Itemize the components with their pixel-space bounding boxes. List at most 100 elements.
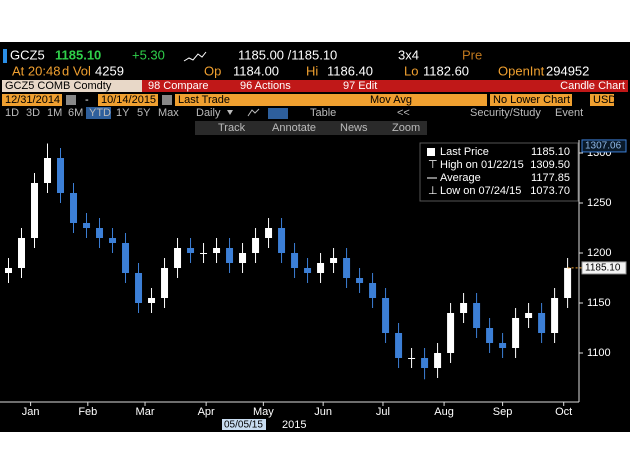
input[interactable] [2, 94, 62, 106]
candle-body [330, 258, 338, 263]
axis-tag [581, 139, 627, 153]
high: 1186.40 [327, 63, 373, 78]
period-tab[interactable]: 5Y [137, 107, 151, 119]
candle-body [265, 228, 273, 238]
candle-body [148, 298, 156, 303]
info-label: ⊥ [428, 185, 438, 197]
period-tab[interactable]: 3D [26, 107, 40, 119]
candle-body [408, 358, 416, 359]
candle-body [161, 268, 169, 298]
x-tick-label: Mar [136, 406, 155, 418]
time: At 20:48 [12, 63, 60, 78]
tool[interactable]: Track [218, 122, 246, 134]
candle-body [499, 343, 507, 348]
candle-body [200, 253, 208, 254]
calendar-icon[interactable] [66, 95, 76, 105]
input[interactable] [590, 94, 614, 106]
high-label: Hi [306, 63, 318, 78]
candle-body [239, 253, 247, 263]
cursor-date: 05/05/15 [224, 420, 263, 431]
ticker: GCZ5 [10, 47, 45, 62]
study[interactable]: Security/Study [470, 107, 541, 119]
period-tab[interactable]: 1Y [116, 107, 130, 119]
dash: - [85, 94, 89, 106]
candle-body [174, 248, 182, 268]
tool[interactable]: Annotate [272, 122, 316, 134]
candle-body [252, 238, 260, 253]
bar-icon[interactable] [268, 108, 288, 119]
dropdown-arrow[interactable] [227, 110, 233, 115]
end-date[interactable]: 10/14/2015 [101, 94, 156, 106]
tool[interactable]: Zoom [392, 122, 420, 134]
period-tab[interactable]: 1M [47, 107, 62, 119]
tools: Track Annotate News Zoom [218, 122, 420, 134]
info-value: 1309.50 [530, 159, 570, 171]
vol-label: d Vol [62, 63, 91, 78]
info-value: 1177.85 [531, 172, 570, 184]
x-tick-label: Aug [434, 406, 454, 418]
candle-body [109, 238, 117, 243]
candle-body [278, 228, 286, 253]
info-label: Low on 07/24/15 [440, 185, 521, 197]
frequency[interactable]: Daily [196, 107, 221, 119]
open: 1184.00 [233, 63, 279, 78]
y-tick-label: 1100 [587, 347, 611, 359]
table[interactable]: Table [310, 107, 336, 119]
compare[interactable]: 98 Compare [148, 80, 209, 92]
legend-swatch [427, 148, 435, 156]
info-value: 1185.10 [531, 146, 570, 158]
oi-label: OpenInt [498, 63, 545, 78]
year: 2015 [282, 419, 306, 431]
actions[interactable]: 96 Actions [240, 80, 291, 92]
info-box [419, 142, 579, 202]
input[interactable] [98, 94, 158, 106]
candle-body [135, 273, 143, 303]
vol: 4259 [95, 63, 124, 78]
security[interactable]: GCZ5 COMB Comdty [5, 80, 112, 92]
field[interactable]: Last Trade [178, 94, 230, 106]
candle-body [213, 248, 221, 253]
axis-tag-label: 1307.06 [585, 141, 622, 152]
start-date[interactable]: 12/31/2014 [5, 94, 60, 106]
low: 1182.60 [423, 63, 469, 78]
candle-body [356, 278, 364, 283]
period-tab[interactable]: Max [158, 107, 179, 119]
period-tab[interactable]: YTD [89, 107, 111, 119]
line-icon[interactable] [247, 108, 260, 117]
back[interactable]: << [397, 107, 410, 119]
candle-body [44, 158, 52, 183]
period-tabs: 1D 3D 1M 6M YTD 1Y 5Y Max [5, 107, 179, 119]
period-tab[interactable]: 6M [68, 107, 83, 119]
info-label: High on 01/22/15 [440, 159, 524, 171]
chart-kind[interactable]: Candle Chart [560, 80, 625, 92]
x-tick-label: Sep [493, 406, 513, 418]
edit[interactable]: 97 Edit [343, 80, 377, 92]
cursor-date-box [222, 419, 266, 430]
input[interactable] [490, 94, 572, 106]
candle-body [83, 223, 91, 228]
currency[interactable]: USD [593, 94, 616, 106]
axis-tag-label: 1185.10 [585, 263, 621, 274]
tool[interactable]: News [340, 122, 368, 134]
calendar-icon[interactable] [162, 95, 172, 105]
x-tick-label: Jan [22, 406, 40, 418]
info-value: 1073.70 [530, 185, 570, 197]
candle-body [551, 298, 559, 333]
candle-body [434, 353, 442, 368]
tab-active[interactable] [86, 107, 111, 119]
menu-bar [2, 80, 628, 92]
security-field[interactable] [2, 80, 142, 92]
event[interactable]: Event [555, 107, 583, 119]
candle-body [304, 268, 312, 273]
lower-chart[interactable]: No Lower Chart [493, 94, 570, 106]
mov-avg[interactable]: Mov Avg [370, 94, 412, 106]
open-label: Op [204, 63, 221, 78]
marker [3, 49, 7, 63]
period-tab[interactable]: 1D [5, 107, 19, 119]
candle-body [525, 313, 533, 318]
oi: 294952 [546, 63, 589, 78]
candle-body [421, 358, 429, 368]
candle-body [5, 268, 13, 273]
input[interactable] [175, 94, 487, 106]
